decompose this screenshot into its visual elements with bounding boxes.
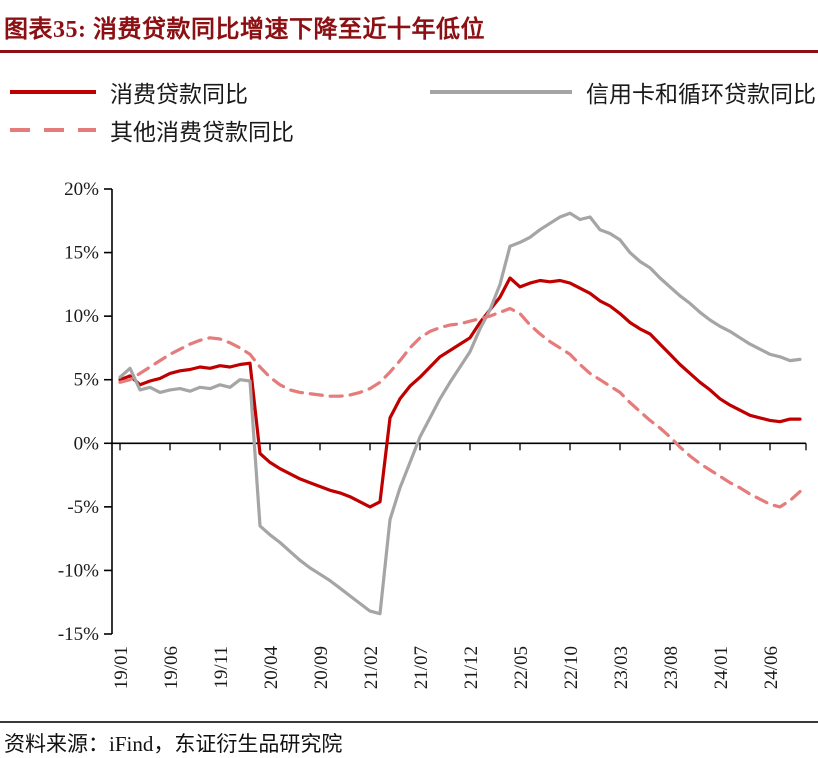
source-divider [0,721,818,723]
y-axis-tick-label: -10% [58,560,99,581]
x-axis-tick-label: 23/08 [661,646,682,689]
series-line-2 [118,306,802,509]
series-line-1 [118,211,802,616]
legend-row-2: 其他消费贷款同比 [10,111,818,149]
y-axis-tick-label: -15% [58,624,99,645]
legend-item-credit-card-loans: 信用卡和循环贷款同比 [430,75,816,109]
y-axis-tick-label: 15% [64,243,99,264]
y-axis-tick-label: -5% [67,497,99,518]
y-axis-tick-label: 5% [74,370,100,391]
source-note: 资料来源：iFind，东证衍生品研究院 [4,732,343,756]
legend-line-credit-card-loans [430,90,572,94]
x-axis-tick-label: 21/07 [411,646,432,689]
x-axis-tick-label: 24/06 [761,646,782,689]
x-axis-tick-label: 20/09 [311,646,332,689]
x-axis-tick-label: 22/05 [511,646,532,689]
legend-label-consumer-loans: 消费贷款同比 [110,82,248,107]
x-axis-tick-label: 22/10 [561,646,582,689]
x-axis-tick-label: 24/01 [711,646,732,689]
legend-row-1: 消费贷款同比 信用卡和循环贷款同比 [10,73,818,111]
x-axis-tick-label: 20/04 [261,646,282,690]
title-underline [0,50,818,53]
y-axis-tick-label: 20% [64,179,99,200]
figure-title: 图表35: 消费贷款同比增速下降至近十年低位 [4,17,485,43]
y-axis-tick-label: 0% [74,433,100,454]
y-axis-tick-label: 10% [64,306,99,327]
legend-line-consumer-loans [10,90,96,94]
x-axis-tick-label: 23/03 [611,646,632,689]
series-line-0 [118,276,802,509]
x-axis-tick-label: 21/02 [361,646,382,689]
line-chart: 20% 15% 10% 5% 0% -5% -10% -15% 19/01 19/06 19/11 2… [58,179,807,690]
legend-item-other-loans: 其他消费贷款同比 [10,113,294,147]
x-axis-tick-label: 19/11 [211,646,232,689]
legend-label-credit-card-loans: 信用卡和循环贷款同比 [586,82,816,107]
legend-label-other-loans: 其他消费贷款同比 [110,120,294,145]
legend-item-consumer-loans: 消费贷款同比 [10,75,248,109]
x-axis-tick-label: 21/12 [461,646,482,689]
x-axis-tick-label: 19/01 [111,646,132,689]
legend-line-other-loans [10,128,96,132]
x-axis-tick-label: 19/06 [161,646,182,689]
chart-legend: 消费贷款同比 信用卡和循环贷款同比 其他消费贷款同比 [10,73,818,149]
